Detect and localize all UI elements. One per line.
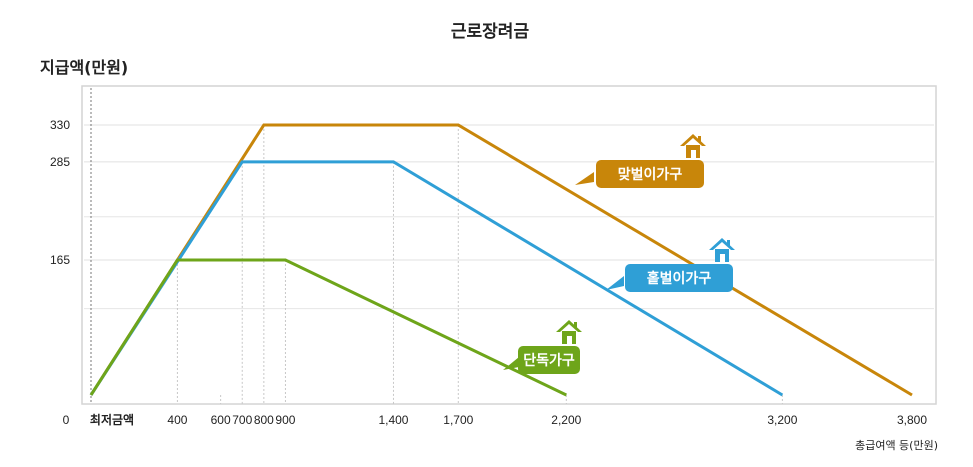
x-tick-label-800: 800 [254, 413, 274, 427]
x-tick-label-3200: 3,200 [767, 413, 797, 427]
x-tick-label-900: 900 [275, 413, 295, 427]
series-tag-0: 맞벌이가구 [575, 134, 706, 188]
x-axis-label: 총급여액 등(만원) [855, 439, 938, 452]
y-tick-label-330: 330 [50, 118, 70, 132]
legend-label-0: 맞벌이가구 [618, 166, 683, 183]
x-tick-label-400: 400 [167, 413, 187, 427]
x-tick-label-1400: 1,400 [378, 413, 408, 427]
house-icon [709, 238, 735, 262]
x-tick-label-1700: 1,700 [443, 413, 473, 427]
tick-labels: 165 285 330 400 600 700 800 900 1,400 1,700 2,200 3… [50, 118, 927, 427]
y-axis-label: 지급액(만원) [40, 58, 128, 77]
series-tag-2: 단독가구 [503, 320, 582, 374]
y-tick-label-285: 285 [50, 155, 70, 169]
tag-pointer [575, 172, 594, 185]
y-origin-label: 0 [63, 413, 70, 427]
tag-box [625, 264, 733, 292]
series-tag-1: 홑벌이가구 [606, 238, 735, 292]
legend-label-2: 단독가구 [523, 352, 575, 369]
tag-pointer [606, 276, 624, 290]
house-icon [556, 320, 582, 344]
x-tick-label-2200: 2,200 [551, 413, 581, 427]
house-icon [680, 134, 706, 158]
tag-pointer [503, 357, 519, 370]
series-lines [89, 123, 913, 397]
legend-label-1: 홑벌이가구 [647, 270, 712, 287]
y-tick-label-165: 165 [50, 253, 70, 267]
plot-area [81, 85, 937, 405]
x-tick-label-700: 700 [232, 413, 252, 427]
x-tick-label-3800: 3,800 [897, 413, 927, 427]
tag-box [596, 160, 704, 188]
chart-title: 근로장려금 [451, 22, 530, 42]
tag-box [518, 346, 580, 374]
x-origin-label: 최저금액 [90, 412, 134, 427]
x-tick-label-600: 600 [211, 413, 231, 427]
series-line-2 [89, 258, 567, 397]
